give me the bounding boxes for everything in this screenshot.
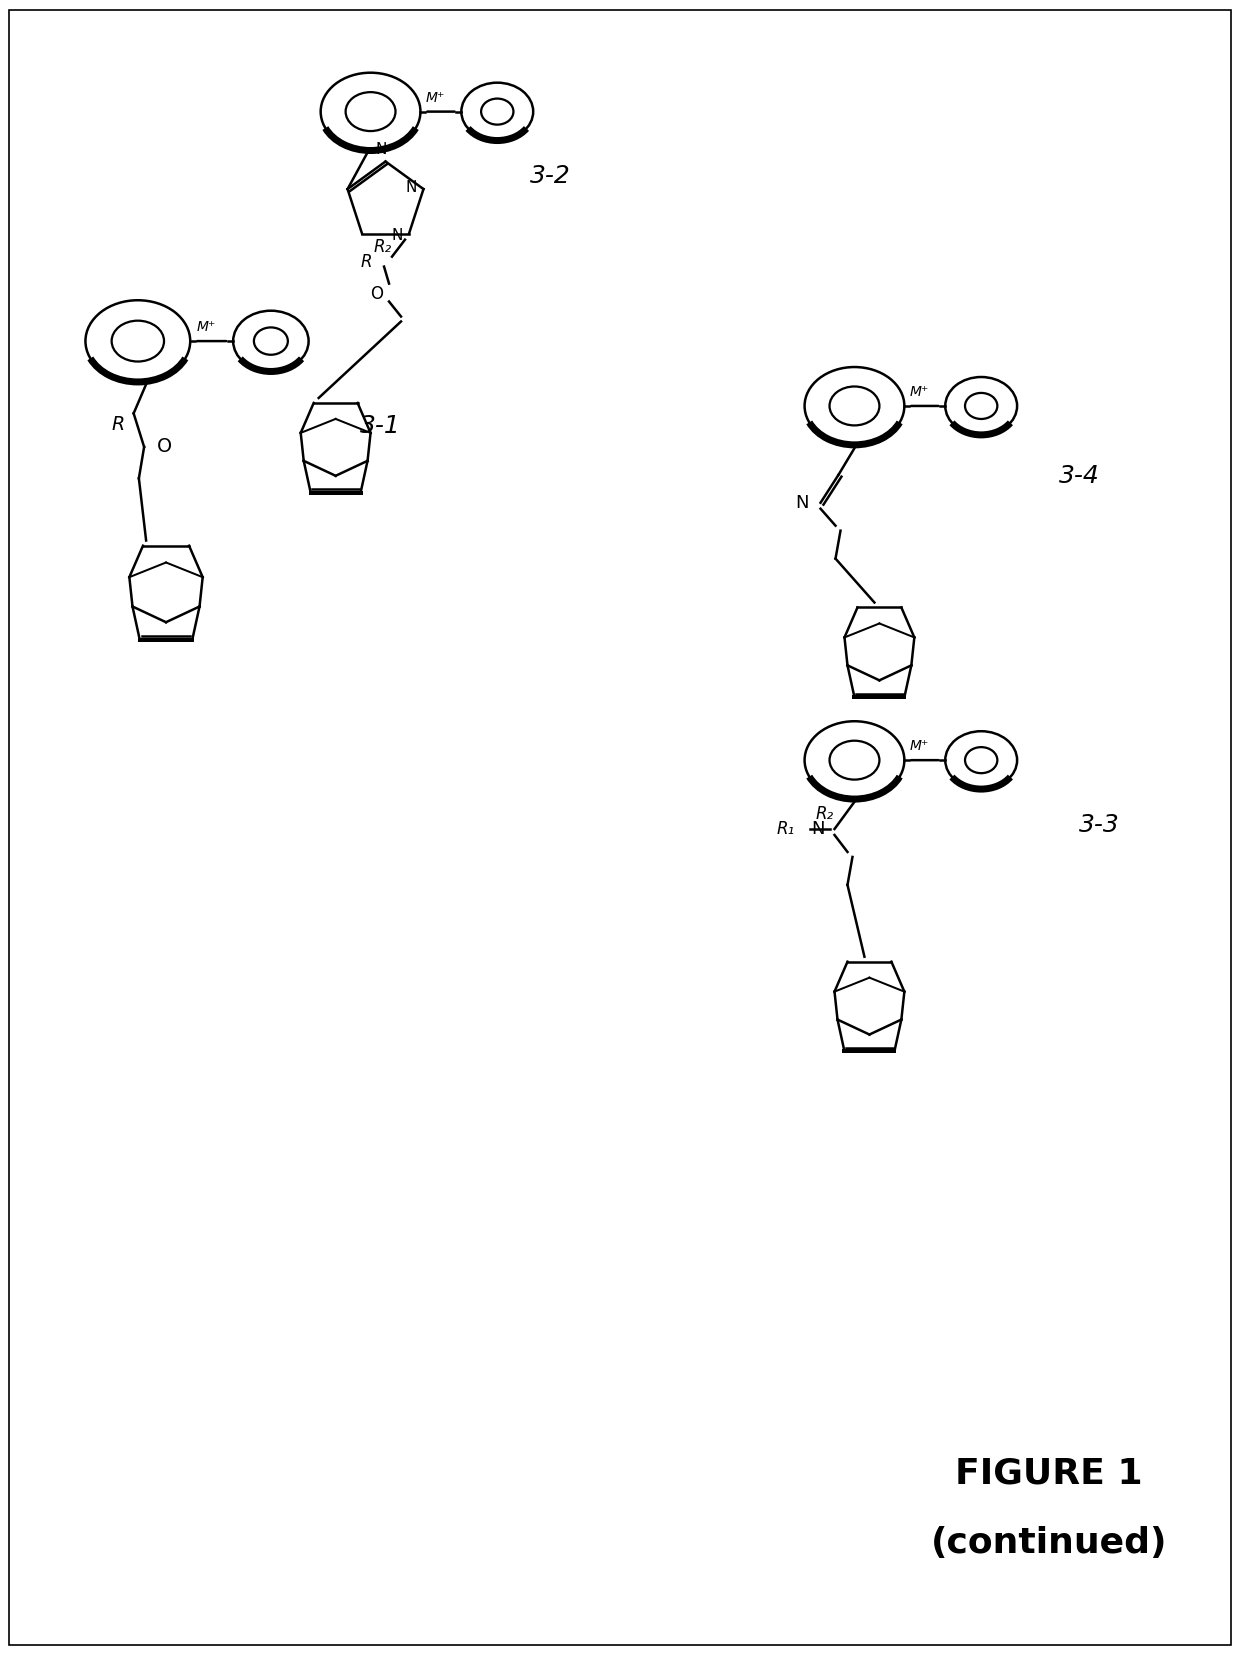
- Text: R₂: R₂: [816, 804, 833, 823]
- Text: N: N: [392, 228, 403, 243]
- Text: N: N: [405, 180, 417, 195]
- Text: M⁺: M⁺: [196, 319, 216, 334]
- Text: N: N: [811, 819, 825, 837]
- Text: M⁺: M⁺: [910, 386, 929, 399]
- Text: R₂: R₂: [374, 238, 392, 255]
- Text: 3-2: 3-2: [529, 164, 570, 189]
- Text: 3-1: 3-1: [360, 414, 401, 439]
- Text: FIGURE 1: FIGURE 1: [955, 1456, 1143, 1491]
- Text: N: N: [376, 142, 387, 157]
- Text: M⁺: M⁺: [425, 91, 445, 104]
- Text: 3-4: 3-4: [1059, 463, 1100, 488]
- Text: M⁺: M⁺: [910, 740, 929, 753]
- Text: (continued): (continued): [931, 1526, 1167, 1561]
- Text: R: R: [361, 253, 372, 271]
- Text: O: O: [156, 437, 172, 457]
- Text: N: N: [795, 493, 808, 511]
- Text: 3-3: 3-3: [1079, 813, 1120, 837]
- Text: R: R: [112, 415, 124, 435]
- Text: O: O: [371, 285, 383, 303]
- Text: R₁: R₁: [776, 819, 795, 837]
